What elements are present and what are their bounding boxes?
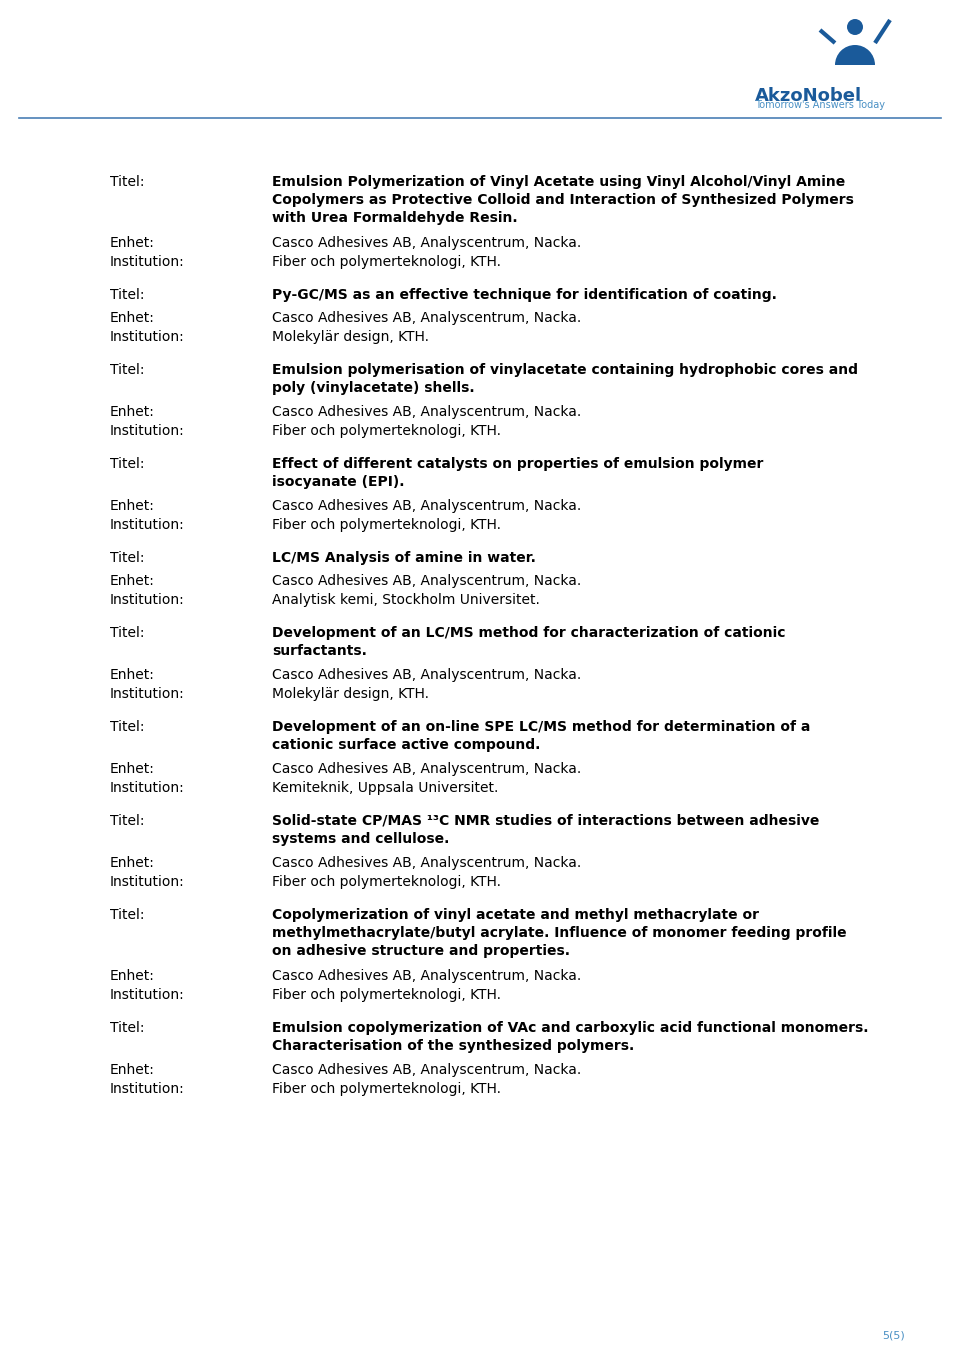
Text: Effect of different catalysts on properties of emulsion polymer
isocyanate (EPI): Effect of different catalysts on propert… bbox=[272, 457, 763, 489]
Text: LC/MS Analysis of amine in water.: LC/MS Analysis of amine in water. bbox=[272, 551, 536, 566]
Text: Titel:: Titel: bbox=[110, 814, 145, 827]
Text: Molekylär design, KTH.: Molekylär design, KTH. bbox=[272, 687, 429, 701]
Text: Casco Adhesives AB, Analyscentrum, Nacka.: Casco Adhesives AB, Analyscentrum, Nacka… bbox=[272, 311, 581, 324]
Text: Enhet:: Enhet: bbox=[110, 405, 155, 418]
Text: Emulsion polymerisation of vinylacetate containing hydrophobic cores and
poly (v: Emulsion polymerisation of vinylacetate … bbox=[272, 363, 858, 395]
Text: Enhet:: Enhet: bbox=[110, 969, 155, 983]
Text: Kemiteknik, Uppsala Universitet.: Kemiteknik, Uppsala Universitet. bbox=[272, 781, 498, 795]
Text: Fiber och polymerteknologi, KTH.: Fiber och polymerteknologi, KTH. bbox=[272, 255, 501, 269]
Text: Fiber och polymerteknologi, KTH.: Fiber och polymerteknologi, KTH. bbox=[272, 988, 501, 1002]
Text: Casco Adhesives AB, Analyscentrum, Nacka.: Casco Adhesives AB, Analyscentrum, Nacka… bbox=[272, 405, 581, 418]
Text: Enhet:: Enhet: bbox=[110, 668, 155, 682]
Text: Enhet:: Enhet: bbox=[110, 236, 155, 249]
Text: Institution:: Institution: bbox=[110, 1082, 184, 1096]
Text: Titel:: Titel: bbox=[110, 174, 145, 189]
Text: Casco Adhesives AB, Analyscentrum, Nacka.: Casco Adhesives AB, Analyscentrum, Nacka… bbox=[272, 856, 581, 870]
Text: Fiber och polymerteknologi, KTH.: Fiber och polymerteknologi, KTH. bbox=[272, 424, 501, 438]
Text: Titel:: Titel: bbox=[110, 457, 145, 472]
Circle shape bbox=[847, 19, 863, 35]
Text: Titel:: Titel: bbox=[110, 1021, 145, 1035]
Text: Institution:: Institution: bbox=[110, 875, 184, 889]
Text: Development of an LC/MS method for characterization of cationic
surfactants.: Development of an LC/MS method for chara… bbox=[272, 626, 785, 658]
Text: Emulsion Polymerization of Vinyl Acetate using Vinyl Alcohol/Vinyl Amine
Copolym: Emulsion Polymerization of Vinyl Acetate… bbox=[272, 174, 853, 225]
Text: Institution:: Institution: bbox=[110, 988, 184, 1002]
Text: 5(5): 5(5) bbox=[882, 1330, 905, 1340]
Text: Institution:: Institution: bbox=[110, 330, 184, 343]
Text: Casco Adhesives AB, Analyscentrum, Nacka.: Casco Adhesives AB, Analyscentrum, Nacka… bbox=[272, 668, 581, 682]
Text: Institution:: Institution: bbox=[110, 781, 184, 795]
Text: Fiber och polymerteknologi, KTH.: Fiber och polymerteknologi, KTH. bbox=[272, 1082, 501, 1096]
Text: Casco Adhesives AB, Analyscentrum, Nacka.: Casco Adhesives AB, Analyscentrum, Nacka… bbox=[272, 762, 581, 776]
Text: Emulsion copolymerization of VAc and carboxylic acid functional monomers.
Charac: Emulsion copolymerization of VAc and car… bbox=[272, 1021, 869, 1052]
Text: Fiber och polymerteknologi, KTH.: Fiber och polymerteknologi, KTH. bbox=[272, 518, 501, 532]
Text: Fiber och polymerteknologi, KTH.: Fiber och polymerteknologi, KTH. bbox=[272, 875, 501, 889]
Text: Institution:: Institution: bbox=[110, 255, 184, 269]
Text: Casco Adhesives AB, Analyscentrum, Nacka.: Casco Adhesives AB, Analyscentrum, Nacka… bbox=[272, 969, 581, 983]
Text: Molekylär design, KTH.: Molekylär design, KTH. bbox=[272, 330, 429, 343]
Text: Titel:: Titel: bbox=[110, 363, 145, 378]
Text: Casco Adhesives AB, Analyscentrum, Nacka.: Casco Adhesives AB, Analyscentrum, Nacka… bbox=[272, 499, 581, 512]
Text: Tomorrow's Answers Today: Tomorrow's Answers Today bbox=[755, 99, 885, 110]
Text: Titel:: Titel: bbox=[110, 288, 145, 303]
Text: Development of an on-line SPE LC/MS method for determination of a
cationic surfa: Development of an on-line SPE LC/MS meth… bbox=[272, 720, 810, 752]
Text: Titel:: Titel: bbox=[110, 551, 145, 566]
Text: Institution:: Institution: bbox=[110, 687, 184, 701]
Text: Enhet:: Enhet: bbox=[110, 856, 155, 870]
Text: Analytisk kemi, Stockholm Universitet.: Analytisk kemi, Stockholm Universitet. bbox=[272, 593, 540, 607]
Text: Casco Adhesives AB, Analyscentrum, Nacka.: Casco Adhesives AB, Analyscentrum, Nacka… bbox=[272, 1063, 581, 1077]
Wedge shape bbox=[835, 45, 875, 65]
Text: Enhet:: Enhet: bbox=[110, 762, 155, 776]
Text: Enhet:: Enhet: bbox=[110, 499, 155, 512]
Text: Copolymerization of vinyl acetate and methyl methacrylate or
methylmethacrylate/: Copolymerization of vinyl acetate and me… bbox=[272, 908, 847, 958]
Text: Solid-state CP/MAS ¹³C NMR studies of interactions between adhesive
systems and : Solid-state CP/MAS ¹³C NMR studies of in… bbox=[272, 814, 820, 846]
Text: Enhet:: Enhet: bbox=[110, 574, 155, 587]
Text: Py-GC/MS as an effective technique for identification of coating.: Py-GC/MS as an effective technique for i… bbox=[272, 288, 777, 303]
Text: Casco Adhesives AB, Analyscentrum, Nacka.: Casco Adhesives AB, Analyscentrum, Nacka… bbox=[272, 236, 581, 249]
Text: Enhet:: Enhet: bbox=[110, 1063, 155, 1077]
Text: Casco Adhesives AB, Analyscentrum, Nacka.: Casco Adhesives AB, Analyscentrum, Nacka… bbox=[272, 574, 581, 587]
Text: Institution:: Institution: bbox=[110, 518, 184, 532]
Text: Institution:: Institution: bbox=[110, 424, 184, 438]
Text: Institution:: Institution: bbox=[110, 593, 184, 607]
Text: AkzoNobel: AkzoNobel bbox=[755, 87, 862, 105]
Text: Titel:: Titel: bbox=[110, 908, 145, 921]
Text: Titel:: Titel: bbox=[110, 720, 145, 735]
Text: Titel:: Titel: bbox=[110, 626, 145, 641]
Text: Enhet:: Enhet: bbox=[110, 311, 155, 324]
